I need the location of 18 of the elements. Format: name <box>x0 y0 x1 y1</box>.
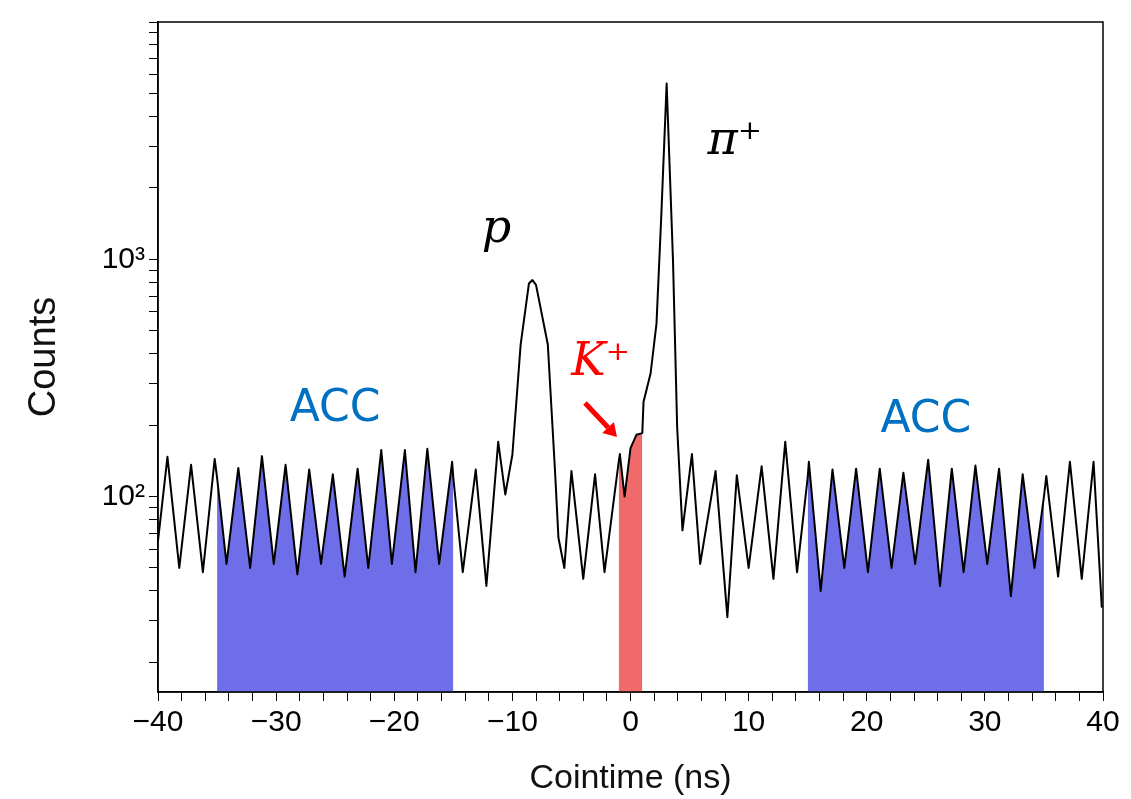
x-axis-title: Cointime (ns) <box>529 756 732 795</box>
x-tick-label: 0 <box>622 704 639 738</box>
x-tick-label: 30 <box>968 704 1002 738</box>
text: ACC <box>880 390 972 442</box>
x-tick-label: 40 <box>1086 704 1120 738</box>
x-tick-label: 10 <box>731 704 766 738</box>
x-tick-label: −10 <box>486 704 538 738</box>
series-label: ACC <box>289 379 381 431</box>
x-tick-label: −30 <box>250 704 302 738</box>
x-tick-label: −40 <box>132 704 184 738</box>
x-tick-label: 20 <box>850 704 884 738</box>
series-label: K⁺ <box>570 332 631 387</box>
annotation: π⁺ <box>706 110 762 165</box>
x-tick-label: −20 <box>368 704 420 738</box>
annotation: p <box>481 199 512 254</box>
y-tick-label: 10³ <box>101 240 146 274</box>
y-tick-label: 10² <box>101 477 146 511</box>
y-axis-title: Counts <box>21 296 64 418</box>
